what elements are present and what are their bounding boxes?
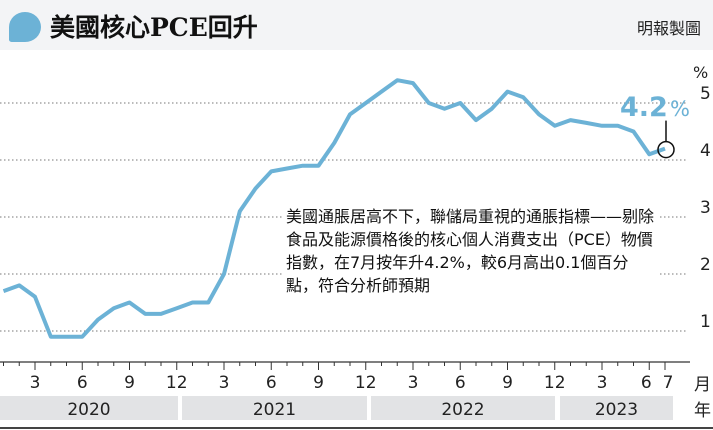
x-tick-label: 12 xyxy=(166,373,188,393)
y-tick-label: 3 xyxy=(700,198,711,218)
year-band xyxy=(182,396,367,420)
core-pce-line xyxy=(2,78,666,339)
annotation-text: 美國通脹居高不下，聯儲局重視的通脹指標——剔除食品及能源價格後的核心個人消費支出… xyxy=(282,203,660,299)
x-tick-label: 6 xyxy=(77,373,88,393)
highlight-value-label: 4.2 xyxy=(620,92,668,123)
y-tick-label: 5 xyxy=(700,84,711,104)
year-band xyxy=(0,396,178,420)
credit: 明報製圖 xyxy=(636,19,701,38)
x-tick-label: 6 xyxy=(641,373,652,393)
chart-title: 美國核心PCE回升 xyxy=(50,13,258,42)
x-tick-label: 9 xyxy=(124,373,135,393)
x-tick-label: 9 xyxy=(502,373,513,393)
year-label: 2023 xyxy=(595,400,638,420)
x-tick-label: 6 xyxy=(266,373,277,393)
year-band xyxy=(371,396,555,420)
x-tick-label: 3 xyxy=(597,373,608,393)
header: 美國核心PCE回升 明報製圖 xyxy=(0,0,713,50)
year-label: 2022 xyxy=(441,400,484,420)
year-band xyxy=(560,396,673,420)
x-tick-label: 6 xyxy=(455,373,466,393)
year-unit-label: 年 xyxy=(694,401,711,421)
x-tick-label: 9 xyxy=(313,373,324,393)
year-label: 2020 xyxy=(67,400,110,420)
x-tick-label: 12 xyxy=(355,373,377,393)
month-unit-label: 月 xyxy=(694,375,711,395)
y-tick-label: 2 xyxy=(700,255,711,275)
y-tick-label: 1 xyxy=(700,312,711,332)
highlight-unit-label: % xyxy=(670,97,690,121)
x-tick-label: 12 xyxy=(544,373,566,393)
y-unit-label: % xyxy=(693,63,708,82)
x-tick-label: 3 xyxy=(30,373,41,393)
x-tick-label: 7 xyxy=(663,373,674,393)
speech-bubble-icon xyxy=(9,12,41,42)
y-tick-label: 4 xyxy=(700,141,711,161)
year-label: 2021 xyxy=(253,400,296,420)
x-tick-label: 3 xyxy=(408,373,419,393)
x-tick-label: 3 xyxy=(219,373,230,393)
